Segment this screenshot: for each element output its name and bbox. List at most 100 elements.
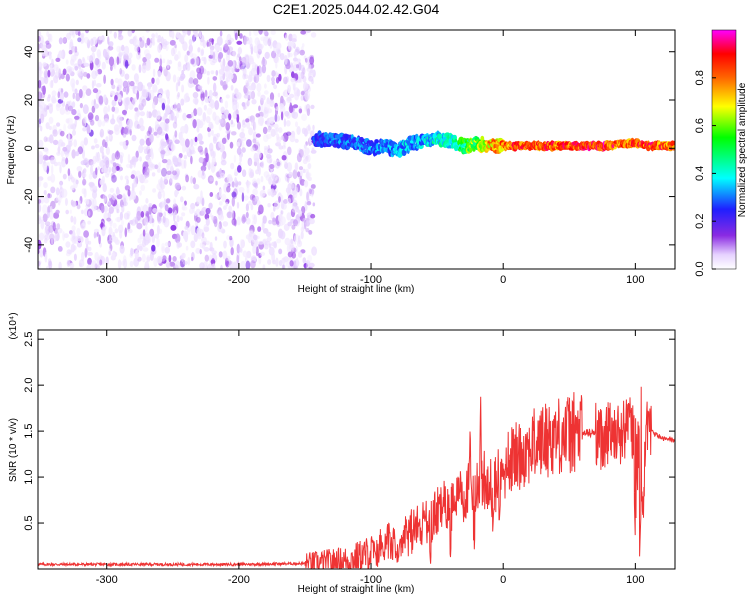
spectrogram-noise-blob [174,44,177,49]
spectrogram-noise-blob [182,41,188,52]
spectrogram-noise-blob [103,106,108,115]
spectrogram-noise-blob [165,104,171,114]
spectrogram-noise-blob [114,127,120,136]
spectrogram-noise-blob [57,161,61,166]
spectrogram-noise-blob [310,104,315,110]
spectrogram-noise-blob [214,236,218,241]
spectrogram-frame [37,29,676,270]
spectrogram-noise-blob [139,111,145,117]
spectrogram-noise-blob [287,197,292,205]
spectrogram-noise-blob [91,80,95,89]
spectrogram-noise-blob [231,92,235,103]
spectrogram-noise-blob [99,36,103,41]
spectrogram-noise-blob [194,98,199,106]
spectrogram-noise-blob [163,198,167,206]
spectrogram-noise-blob [196,216,201,223]
spectrogram-noise-blob [177,64,182,72]
snr-y-tick-label: 1.5 [23,423,35,438]
spectrogram-noise-blob [258,105,261,112]
spectrogram-noise-blob [186,114,193,119]
spectrogram-noise-blob [294,162,299,171]
spectrogram-noise-blob [242,73,247,80]
spectrogram-noise-blob [75,179,79,185]
spectrogram-noise-blob [81,188,86,195]
spectrogram-noise-blob [41,49,46,57]
spectrogram-noise-blob [119,229,123,239]
spectrogram-noise-blob [149,127,155,133]
spectrogram-noise-blob [38,123,41,128]
spectrogram-noise-blob [260,102,264,113]
spectrogram-noise-blob [38,151,44,160]
spectrogram-noise-blob [253,214,257,225]
spectrogram-noise-blob [88,159,94,166]
spectrogram-noise-blob [229,235,233,241]
spectrogram-noise-blob [163,176,168,183]
spectrogram-noise-blob [212,111,217,121]
spectrogram-noise-blob [173,102,177,112]
spectrogram-noise-blob [211,38,214,45]
spectrogram-noise-blob [262,126,268,135]
spectrogram-noise-blob [116,45,122,53]
spectrogram-noise-blob [82,85,88,91]
spectrogram-noise-blob [196,126,200,133]
spectrogram-noise-blob [293,219,298,227]
spectrogram-noise-blob [60,130,65,137]
spectrogram-noise-blob [284,54,288,65]
spectrogram-noise-blob [144,42,148,49]
spectrogram-noise-blob [300,226,305,233]
colorbar-tick-label: 0.2 [694,214,706,229]
spectrogram-noise-blob [212,136,217,144]
spectrogram-noise-blob [234,32,238,41]
colorbar-tick-label: 0.4 [694,166,706,181]
spectrogram-noise-blob [263,147,269,156]
spectrogram-noise-blob [45,42,52,49]
spectrogram-noise-blob [191,58,195,65]
spectrogram-noise-blob [270,30,276,35]
spectrogram-noise-blob [91,70,98,80]
spectrogram-noise-blob [86,124,91,135]
spectrogram-noise-blob [70,243,76,253]
spectrogram-noise-blob [300,95,304,101]
spectrogram-noise-blob [221,113,227,120]
spectrogram-noise-blob [236,40,243,45]
spectrogram-noise-blob [90,161,95,168]
spectrogram-noise-blob [127,189,131,197]
spectrogram-noise-blob [179,259,186,268]
spectrogram-noise-blob [276,161,281,167]
spectrogram-noise-blob [222,84,229,90]
spectrogram-noise-blob [134,44,140,53]
spectrogram-noise-blob [40,219,45,230]
spectrogram-x-tick-label: -200 [228,274,250,286]
spectrogram-noise-blob [303,180,309,188]
spectrogram-noise-blob [138,64,142,73]
spectrogram-noise-blob [290,239,294,244]
spectrogram-noise-blob [107,36,110,45]
spectrogram-noise-blob [302,257,307,264]
spectrogram-noise-blob [157,70,162,78]
spectrogram-noise-blob [44,156,50,161]
spectrogram-noise-blob [272,174,276,180]
spectrogram-noise-blob [85,30,89,34]
spectrogram-noise-blob [80,34,84,44]
spectrogram-noise-blob [139,190,142,196]
spectrogram-noise-blob [73,139,78,148]
spectrogram-noise-blob [172,121,178,129]
spectrogram-noise-blob [295,257,299,267]
spectrogram-noise-blob [290,42,295,47]
spectrogram-noise-blob [183,159,187,169]
spectrogram-noise-blob [85,236,89,246]
spectrogram-noise-blob [174,182,181,190]
spectrogram-noise-blob [267,38,272,47]
spectrogram-noise-blob [83,137,89,146]
spectrogram-noise-blob [261,58,267,67]
spectrogram-noise-blob [83,36,89,44]
spectrogram-noise-blob [303,81,308,91]
spectrogram-noise-blob [121,219,124,226]
spectrogram-noise-blob [179,137,185,147]
spectrogram-noise-blob [237,165,242,173]
spectrogram-noise-blob [189,145,195,155]
spectrogram-noise-blob [50,173,56,183]
spectrogram-noise-blob [208,121,213,129]
spectrogram-noise-blob [156,168,161,173]
spectrogram-noise-blob [236,201,240,209]
